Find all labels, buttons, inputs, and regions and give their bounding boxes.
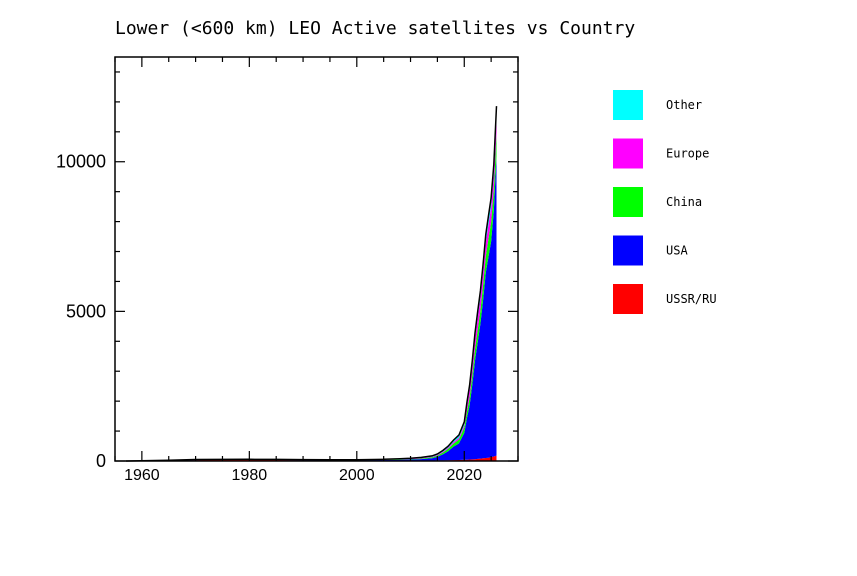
x-tick-label: 1980 bbox=[232, 467, 268, 484]
plot-frame bbox=[114, 56, 519, 462]
legend-label: Other bbox=[666, 98, 702, 112]
x-tick-label: 1960 bbox=[124, 467, 160, 484]
chart-title: Lower (<600 km) LEO Active satellites vs… bbox=[115, 18, 635, 39]
stacked-areas bbox=[125, 106, 498, 462]
total-outline bbox=[125, 106, 498, 462]
y-tick-label: 5000 bbox=[66, 301, 106, 321]
legend-swatch bbox=[613, 187, 643, 217]
legend-label: USSR/RU bbox=[666, 292, 717, 306]
legend-label: USA bbox=[666, 244, 688, 258]
legend-swatch bbox=[613, 90, 643, 120]
area-other bbox=[125, 106, 497, 461]
legend-swatch bbox=[613, 284, 643, 314]
x-tick-label: 2000 bbox=[339, 467, 375, 484]
area-usa bbox=[125, 156, 497, 461]
legend-swatch bbox=[613, 138, 643, 169]
area-europe bbox=[125, 116, 497, 461]
legend-label: Europe bbox=[666, 147, 709, 161]
x-tick-label: 2020 bbox=[446, 467, 482, 484]
legend-swatch bbox=[613, 235, 643, 266]
y-tick-label: 10000 bbox=[56, 152, 106, 172]
area-china bbox=[125, 133, 497, 461]
y-tick-label: 0 bbox=[96, 451, 106, 471]
legend: Other Europe China USA USSR/RU bbox=[613, 90, 717, 314]
plot-axes: 1960 1980 2000 2020 0 5000 10000 bbox=[56, 56, 519, 484]
legend-label: China bbox=[666, 195, 702, 209]
